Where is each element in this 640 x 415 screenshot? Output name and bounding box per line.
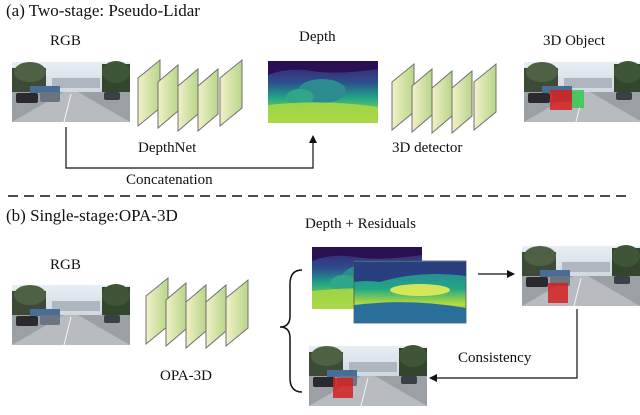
- bbox-red-a: [550, 90, 572, 110]
- bbox-red-b2: [333, 378, 353, 398]
- depth-map-a: [268, 61, 378, 123]
- label-concatenation: Concatenation: [126, 172, 213, 188]
- label-rgb-a: RGB: [50, 33, 81, 49]
- opa3d-layer-stack: [145, 276, 249, 350]
- concatenation-arrow: [65, 127, 317, 169]
- label-opa3d: OPA-3D: [160, 368, 212, 384]
- detector-layer-stack: [391, 62, 497, 135]
- part-b: [11, 244, 640, 407]
- curly-brace-icon: [279, 269, 303, 393]
- label-depthnet: DepthNet: [138, 140, 197, 156]
- label-depth-residuals: Depth + Residuals: [305, 216, 416, 232]
- header-two-stage: (a) Two-stage: Pseudo-Lidar: [6, 1, 200, 20]
- object-thumbnail-b-bottom: [308, 344, 428, 407]
- header-single-stage: (b) Single-stage:OPA-3D: [6, 206, 178, 225]
- rgb-thumbnail-b: [11, 283, 131, 346]
- part-a: [11, 58, 640, 169]
- label-rgb-b: RGB: [50, 257, 81, 273]
- bbox-green-a: [572, 90, 584, 108]
- depth-residual-maps: [312, 247, 467, 324]
- bbox-red-b1: [548, 283, 568, 303]
- label-3d-object: 3D Object: [543, 33, 606, 49]
- label-depth: Depth: [299, 29, 336, 45]
- label-consistency: Consistency: [458, 350, 532, 366]
- consistency-arrow: [429, 309, 578, 382]
- residual-map: [353, 260, 467, 324]
- depthnet-layer-stack: [137, 58, 243, 133]
- object-thumbnail-a: [523, 60, 640, 123]
- object-thumbnail-b-top: [521, 244, 640, 307]
- rgb-thumbnail-a: [11, 60, 131, 123]
- label-3d-detector: 3D detector: [392, 140, 463, 156]
